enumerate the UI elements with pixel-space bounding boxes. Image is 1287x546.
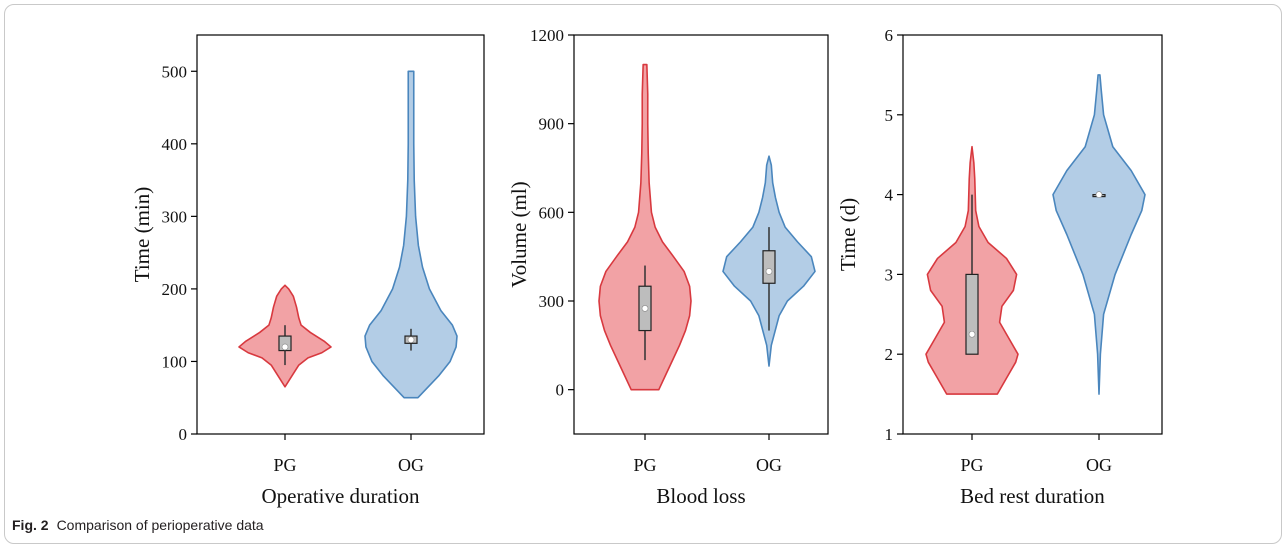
y-tick-label: 300 — [539, 292, 565, 311]
y-tick-label: 0 — [179, 425, 188, 444]
y-tick-label: 1 — [885, 425, 894, 444]
y-tick-label: 100 — [162, 352, 188, 371]
x-tick-label: PG — [960, 455, 983, 475]
mean-marker-og — [407, 336, 415, 343]
x-axis-label: Blood loss — [656, 484, 745, 508]
x-tick-label: PG — [273, 455, 296, 475]
x-axis-label: Operative duration — [261, 484, 420, 508]
figure-caption: Fig. 2 Comparison of perioperative data — [12, 517, 264, 533]
y-tick-label: 500 — [162, 62, 188, 81]
plot-area — [196, 34, 485, 435]
plot-area — [902, 34, 1163, 435]
iqr-box-og — [762, 250, 776, 284]
violin-og — [1052, 74, 1146, 395]
y-tick-label: 3 — [885, 265, 894, 284]
y-tick-label: 2 — [885, 345, 894, 364]
y-axis-label: Volume (ml) — [507, 181, 531, 287]
plot-area — [573, 34, 829, 435]
iqr-box-pg — [965, 273, 979, 355]
violin-og — [364, 70, 458, 399]
y-tick-label: 6 — [885, 26, 894, 45]
mean-marker-pg — [968, 330, 976, 338]
chart-panel-3: 1 2 3 4 5 6 PG OG Bed rest duration Time (d) — [836, 26, 1163, 508]
y-tick-label: 900 — [539, 115, 565, 134]
x-tick-label: PG — [633, 455, 656, 475]
violin-pg — [598, 63, 692, 391]
chart-panel-2: 0 300 600 900 1200 PG OG Blood loss Volume (ml) — [507, 26, 829, 508]
mean-marker-og — [1095, 191, 1103, 198]
x-axis-label: Bed rest duration — [960, 484, 1105, 508]
mean-marker-pg — [281, 343, 289, 351]
caption-label: Fig. 2 — [12, 517, 49, 533]
y-tick-label: 4 — [885, 186, 894, 205]
y-tick-label: 600 — [539, 203, 565, 222]
y-tick-label: 0 — [556, 381, 565, 400]
x-tick-label: OG — [398, 455, 424, 475]
chart-panel-1: 0 100 200 300 400 500 PG OG Operative duration Ti… — [130, 34, 485, 508]
y-tick-label: 5 — [885, 106, 894, 125]
y-tick-label: 300 — [162, 207, 188, 226]
y-tick-label: 1200 — [530, 26, 564, 45]
mean-marker-pg — [641, 305, 649, 312]
y-axis-label: Time (min) — [130, 187, 154, 282]
x-tick-label: OG — [1086, 455, 1112, 475]
y-axis-label: Time (d) — [836, 198, 860, 271]
x-tick-label: OG — [756, 455, 782, 475]
y-tick-label: 400 — [162, 135, 188, 154]
mean-marker-og — [765, 268, 773, 275]
caption-text: Comparison of perioperative data — [56, 517, 264, 533]
y-tick-label: 200 — [162, 280, 188, 299]
